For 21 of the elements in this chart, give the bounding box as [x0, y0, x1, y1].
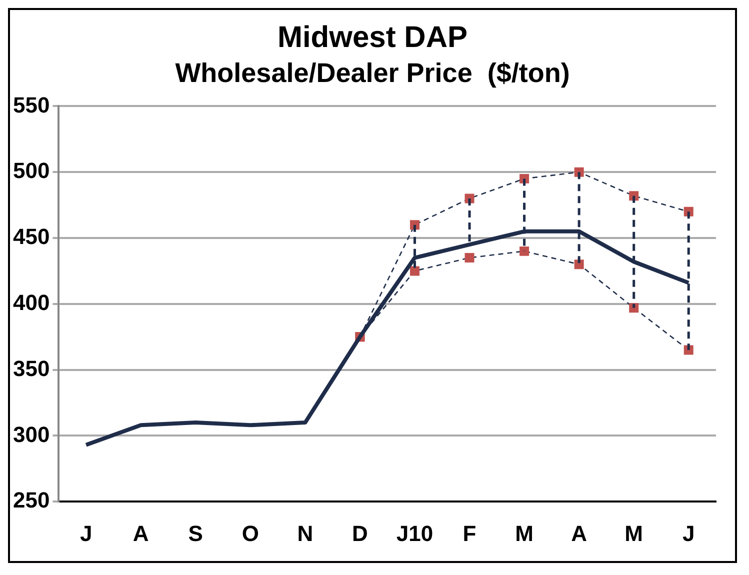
chart-subtitle: Wholesale/Dealer Price ($/ton) [174, 57, 571, 90]
x-tick-label: A [571, 520, 588, 546]
y-tick-label: 350 [12, 356, 50, 381]
y-tick-label: 550 [12, 92, 50, 118]
x-tick-label: J10 [396, 520, 434, 546]
y-tick-label: 450 [12, 224, 50, 250]
x-tick-label: J [80, 520, 92, 546]
chart-title: Midwest DAP [276, 20, 469, 56]
y-tick-label: 300 [12, 422, 50, 447]
x-tick-label: M [515, 520, 534, 546]
x-tick-label: D [352, 520, 368, 546]
x-tick-label: J [682, 520, 695, 546]
x-tick-label: M [624, 520, 643, 546]
x-tick-label: S [188, 520, 203, 546]
x-tick-label: A [132, 520, 149, 546]
y-tick-label: 250 [12, 488, 50, 513]
x-tick-label: O [242, 520, 259, 546]
y-tick-label: 400 [12, 290, 50, 315]
x-tick-label: N [297, 520, 314, 546]
y-tick-label: 500 [12, 158, 50, 184]
x-tick-label: F [462, 520, 476, 546]
